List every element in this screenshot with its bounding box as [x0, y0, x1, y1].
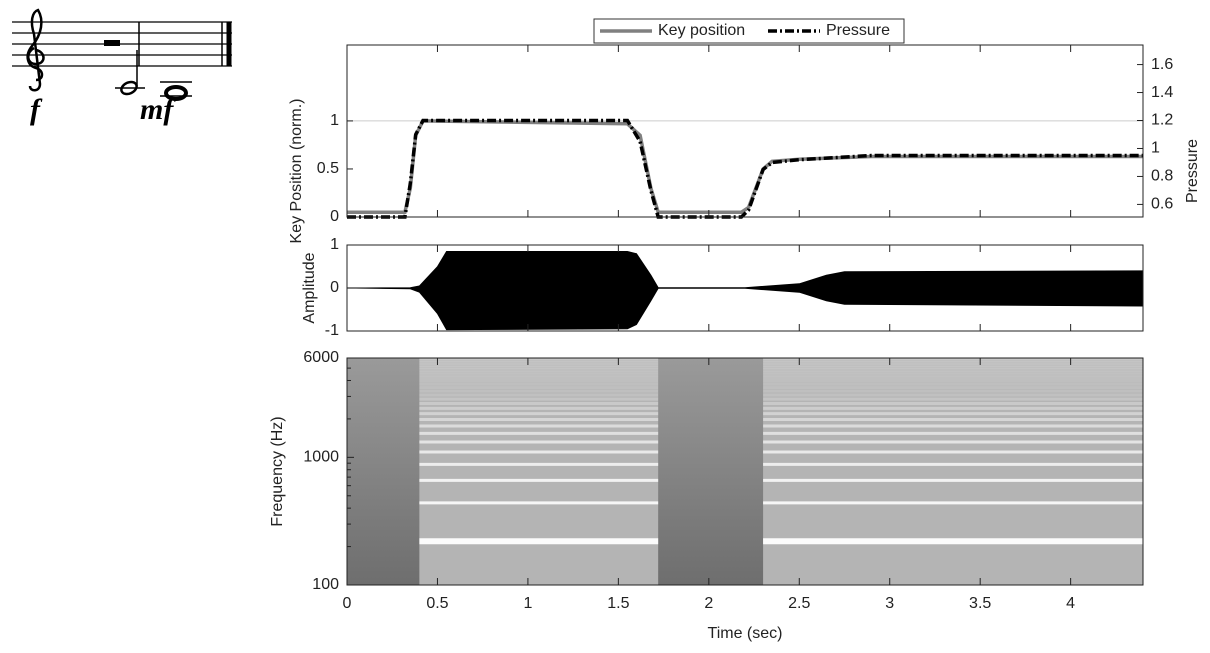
waveform — [346, 251, 1144, 331]
dynamic: f — [30, 93, 43, 126]
x-tick-label: 2.5 — [788, 595, 810, 612]
x-tick-label: 2 — [704, 595, 713, 612]
y-tick-label: 1 — [330, 112, 339, 129]
x-tick-label: 0 — [343, 595, 352, 612]
y-tick-label: 1000 — [303, 449, 339, 466]
dynamic: mf — [140, 93, 176, 126]
x-tick-label: 0.5 — [426, 595, 448, 612]
series-line — [347, 118, 1143, 219]
y-tick-label: 0 — [330, 279, 339, 296]
y-tick-label: 100 — [312, 576, 339, 593]
x-tick-label: 1 — [523, 595, 532, 612]
y-tick-label: 6000 — [303, 349, 339, 366]
series-line — [347, 119, 1143, 214]
y-axis-label: Key Position (norm.) — [288, 99, 305, 244]
y-tick-label: 1 — [330, 236, 339, 253]
y-tick-label: 0.5 — [317, 160, 339, 177]
x-axis-label: Time (sec) — [708, 625, 783, 642]
frame — [346, 44, 1144, 218]
legend: Key position Pressure — [593, 18, 905, 44]
y-axis-label: Amplitude — [301, 252, 318, 323]
y2-tick-label: 0.8 — [1151, 168, 1173, 185]
frame — [346, 357, 1144, 586]
note-region — [763, 358, 1143, 585]
y-tick-label: -1 — [325, 322, 339, 339]
x-tick-label: 3 — [885, 595, 894, 612]
frame — [346, 244, 1144, 332]
y2-tick-label: 1.4 — [1151, 84, 1173, 101]
legend-label: Pressure — [826, 22, 890, 39]
legend-label: Key position — [658, 22, 745, 39]
x-tick-label: 3.5 — [969, 595, 991, 612]
y2-tick-label: 0.6 — [1151, 196, 1173, 213]
y2-tick-label: 1 — [1151, 140, 1160, 157]
note-region — [419, 358, 659, 585]
y-tick-label: 0 — [330, 208, 339, 225]
score — [12, 8, 232, 101]
y-axis-label: Frequency (Hz) — [269, 416, 286, 526]
y2-axis-label: Pressure — [1184, 139, 1201, 203]
x-tick-label: 1.5 — [607, 595, 629, 612]
y2-tick-label: 1.6 — [1151, 56, 1173, 73]
x-tick-label: 4 — [1066, 595, 1075, 612]
y2-tick-label: 1.2 — [1151, 112, 1173, 129]
